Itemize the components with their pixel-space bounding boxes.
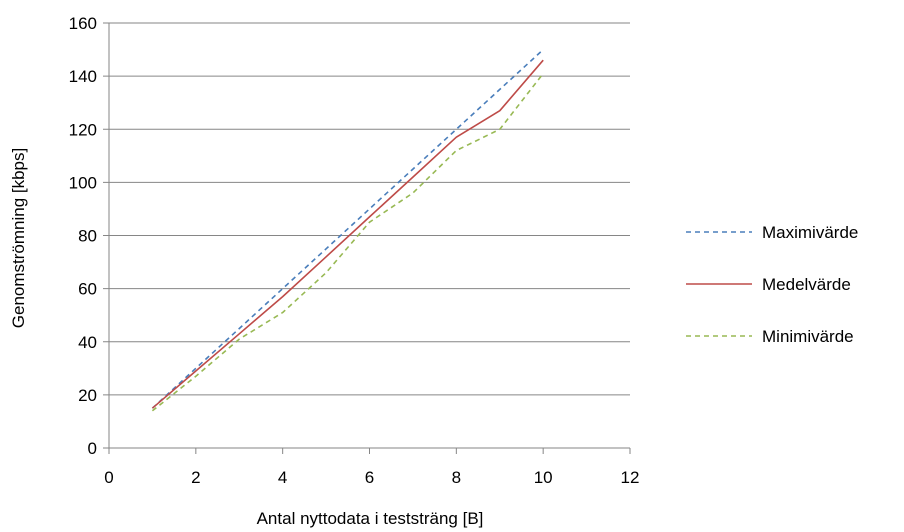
y-tick-label: 20 xyxy=(78,386,97,405)
y-tick-label: 80 xyxy=(78,227,97,246)
x-tick-label: 4 xyxy=(278,468,287,487)
y-tick-label: 60 xyxy=(78,280,97,299)
legend-label: Medelvärde xyxy=(762,275,851,294)
y-tick-label: 160 xyxy=(69,14,97,33)
y-tick-label: 140 xyxy=(69,67,97,86)
x-tick-label: 0 xyxy=(104,468,113,487)
x-tick-label: 8 xyxy=(452,468,461,487)
y-axis-title: Genomströmning [kbps] xyxy=(9,148,28,328)
x-tick-label: 6 xyxy=(365,468,374,487)
x-tick-label: 2 xyxy=(191,468,200,487)
x-tick-label: 10 xyxy=(534,468,553,487)
x-tick-label: 12 xyxy=(621,468,640,487)
series-lines xyxy=(151,49,544,412)
legend-label: Maximivärde xyxy=(762,223,858,242)
y-tick-labels: 0 20 40 60 80 100 120 140 160 xyxy=(69,14,97,458)
y-tick-label: 100 xyxy=(69,173,97,192)
series-line-3 xyxy=(151,73,544,412)
gridlines xyxy=(109,22,630,396)
x-tick-labels: 0 2 4 6 8 10 12 xyxy=(104,468,639,487)
series-line-1 xyxy=(151,49,544,409)
y-tick-label: 0 xyxy=(88,439,97,458)
legend-label: Minimivärde xyxy=(762,327,854,346)
y-tick-label: 120 xyxy=(69,120,97,139)
axes xyxy=(103,22,631,454)
x-axis-title: Antal nyttodata i teststräng [B] xyxy=(257,509,484,528)
legend: Maximivärde Medelvärde Minimivärde xyxy=(686,223,858,346)
series-line-2 xyxy=(151,59,544,409)
y-tick-label: 40 xyxy=(78,333,97,352)
